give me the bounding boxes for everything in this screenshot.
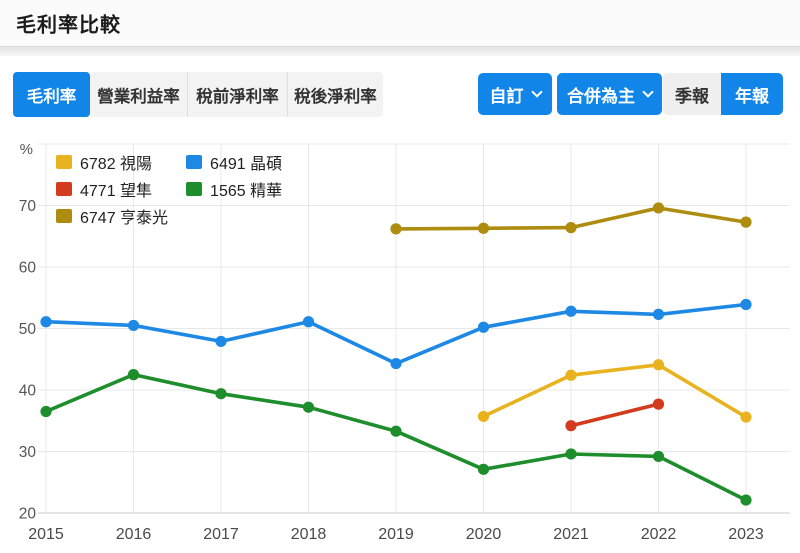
legend-swatch (186, 182, 203, 196)
data-point[interactable] (565, 448, 577, 460)
x-axis-tick-label: 2018 (291, 526, 327, 543)
tab-aftertax-margin[interactable]: 稅後淨利率 (287, 72, 383, 117)
data-point[interactable] (652, 450, 665, 463)
y-axis-tick-label: 20 (19, 506, 37, 523)
data-point[interactable] (40, 316, 52, 328)
custom-dropdown-label: 自訂 (489, 86, 524, 106)
data-point[interactable] (477, 321, 490, 333)
data-point[interactable] (740, 216, 752, 228)
data-point[interactable] (652, 308, 665, 320)
x-axis-tick-label: 2023 (728, 526, 764, 543)
chevron-down-icon (530, 85, 543, 98)
data-point[interactable] (477, 463, 490, 475)
data-point[interactable] (652, 359, 665, 371)
legend-item[interactable]: 6782 視陽 (56, 153, 168, 173)
metric-tab-bar: 毛利率 營業利益率 稅前淨利率 稅後淨利率 (13, 72, 383, 117)
data-point[interactable] (390, 223, 402, 235)
legend-label: 4771 望隼 (80, 183, 153, 200)
legend-label: 6491 晶碩 (210, 156, 283, 173)
line-chart: 20 30 40 50 60 70% 2015 2016 2017 2018 2019 2020 202… (19, 141, 790, 543)
data-point[interactable] (40, 405, 52, 418)
data-point[interactable] (740, 494, 752, 506)
series-line (481, 363, 748, 419)
x-axis-tick-label: 2016 (116, 526, 152, 543)
legend-item[interactable]: 4771 望隼 (56, 180, 168, 200)
x-axis-tick-label: 2020 (466, 526, 502, 543)
annual-button[interactable]: 年報 (721, 73, 783, 115)
data-point[interactable] (302, 316, 315, 328)
y-axis-unit-label: % (20, 141, 33, 158)
y-axis-tick-label: 40 (19, 383, 37, 400)
series-line (569, 402, 661, 428)
y-axis-tick-label: 70 (19, 198, 37, 215)
chevron-down-icon (642, 85, 654, 98)
data-point[interactable] (565, 369, 577, 381)
x-axis-tick-label: 2019 (378, 526, 414, 543)
y-axis-tick-label: 50 (19, 321, 37, 338)
data-point[interactable] (477, 222, 490, 234)
header-divider (0, 46, 800, 56)
legend-item[interactable]: 1565 精華 (186, 180, 283, 200)
legend-item[interactable]: 6747 亨泰光 (56, 207, 169, 227)
x-axis-tick-label: 2021 (553, 526, 589, 543)
data-point[interactable] (565, 420, 577, 432)
y-axis-tick-label: 60 (19, 260, 37, 277)
page-title: 毛利率比較 (16, 14, 121, 37)
legend-swatch (56, 155, 72, 169)
x-axis-tick-label: 2022 (641, 526, 677, 543)
legend-swatch (56, 182, 72, 196)
data-point[interactable] (302, 401, 315, 413)
tab-operating-margin[interactable]: 營業利益率 (90, 72, 187, 117)
consolidated-dropdown-label: 合併為主 (567, 86, 635, 106)
data-point[interactable] (215, 388, 227, 400)
consolidated-dropdown-button[interactable]: 合併為主 (557, 73, 662, 115)
data-point[interactable] (565, 222, 577, 234)
data-point[interactable] (740, 411, 752, 423)
data-point[interactable] (740, 298, 752, 311)
data-point[interactable] (215, 335, 227, 348)
header: 毛利率比較 (0, 0, 800, 46)
data-point[interactable] (565, 305, 577, 317)
tab-pretax-margin[interactable]: 稅前淨利率 (187, 72, 287, 117)
legend-item[interactable]: 6491 晶碩 (186, 153, 283, 173)
data-point[interactable] (477, 410, 490, 423)
legend-swatch (56, 209, 72, 223)
data-point[interactable] (652, 398, 665, 410)
data-point[interactable] (652, 202, 665, 214)
data-point[interactable] (390, 425, 402, 437)
data-point[interactable] (127, 319, 140, 332)
x-axis-tick-label: 2017 (203, 526, 239, 543)
legend-label: 6782 視陽 (80, 156, 153, 173)
custom-dropdown-button[interactable]: 自訂 (478, 73, 552, 115)
legend-swatch (186, 155, 203, 169)
period-toggle: 季報 年報 (663, 73, 783, 115)
chart-legend: 6782 視陽 6491 晶碩 4771 望隼 1565 精華 6747 亨泰光 (56, 153, 283, 227)
data-point[interactable] (127, 369, 140, 381)
legend-label: 1565 精華 (210, 183, 283, 200)
tab-gross-margin[interactable]: 毛利率 (13, 72, 90, 117)
y-axis-tick-label: 30 (19, 444, 37, 461)
x-axis-tick-label: 2015 (28, 526, 64, 543)
legend-label: 6747 亨泰光 (80, 210, 169, 227)
quarterly-button[interactable]: 季報 (663, 73, 721, 115)
data-point[interactable] (390, 357, 402, 370)
